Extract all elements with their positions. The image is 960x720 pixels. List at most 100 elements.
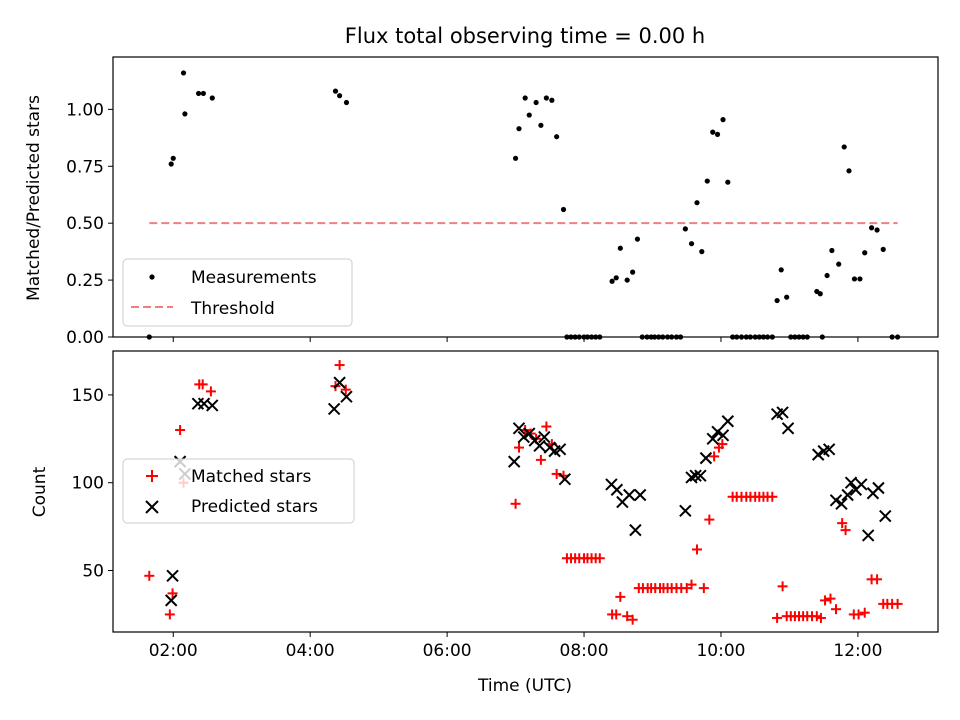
predicted-star-point [629,523,642,537]
matched-star-point [717,439,728,450]
matched-star-point [513,442,524,453]
predicted-star-point [340,390,353,403]
matched-star-point [853,609,864,620]
predicted-star-point [699,451,713,465]
matched-star-point [772,612,783,623]
measurement-point [846,168,852,174]
measurement-point [851,276,858,282]
matched-star-point [164,609,175,620]
matched-star-point [594,553,605,564]
top-legend: Measurements Threshold [122,258,353,327]
predicted-star-point [822,443,836,456]
measurement-point [829,247,835,254]
predicted-star-point [855,478,868,491]
bottom-x-tick-label: 06:00 [423,641,472,661]
predicted-star-point [507,455,521,468]
measurement-point [630,269,636,275]
measurement-point [725,179,731,185]
bottom-legend: Matched stars Predicted stars [122,458,355,524]
measurement-point [624,277,630,283]
legend-predicted-marker [145,500,159,514]
legend-matched-marker [146,470,158,482]
measurement-point [560,206,567,213]
predicted-star-point [711,425,724,438]
matched-star-point [510,498,521,509]
predicted-star-point [191,397,205,410]
measurement-point [182,111,188,117]
bottom-x-ticks: 02:00 04:00 06:00 08:00 10:00 12:00 [149,632,882,661]
predicted-star-point [706,432,719,446]
matched-star-point [859,607,870,618]
matched-star-point [622,611,633,622]
bottom-x-tick-label: 10:00 [696,641,745,661]
legend-threshold-label: Threshold [190,299,275,319]
measurement-point [617,245,623,251]
matched-star-point [815,612,826,623]
measurement-point [699,249,705,255]
predicted-star-point [694,469,707,482]
matched-star-point [820,595,831,606]
measurement-point [554,134,560,140]
predicted-star-point [829,494,843,507]
top-y-tick-label: 1.00 [66,100,104,120]
measurement-point [337,93,343,99]
measurement-point [634,236,641,242]
predicted-star-point [523,427,536,440]
top-panel: Flux total observing time = 0.00 h Match… [24,24,939,348]
predicted-star-point [164,594,178,607]
predicted-star-point [206,399,219,412]
matched-star-point [692,544,703,555]
matched-star-point [615,591,626,602]
measurement-point [200,90,206,97]
predicted-star-point [512,422,526,435]
top-y-tick-label: 0.50 [66,214,104,234]
matched-star-point [334,360,345,371]
measurement-point [694,200,700,206]
matched-star-point [837,518,848,529]
matched-star-point [611,609,622,620]
matched-star-point [777,581,788,592]
measurement-point [512,155,519,161]
matched-star-point [535,454,546,465]
legend-matched-label: Matched stars [191,467,311,487]
matched-star-point [892,598,903,609]
matched-star-point [197,379,208,390]
predicted-star-point [538,430,551,444]
matched-star-point [167,588,178,599]
bottom-x-tick-label: 02:00 [149,641,198,661]
predicted-star-point [333,376,346,389]
measurement-point [195,90,202,97]
measurement-point [774,297,780,304]
measurement-point [343,99,350,106]
legend-measurements-label: Measurements [191,268,317,288]
measurement-point [817,291,823,297]
predicted-star-point [633,488,647,502]
matched-star-point [340,384,351,395]
top-x-ticks [172,337,859,342]
matched-star-point [767,491,778,502]
predicted-star-point [610,483,624,496]
measurement-point [862,250,868,256]
measurement-point [332,88,339,94]
matched-star-point [840,525,851,536]
predicted-star-point [861,529,875,542]
predicted-star-point [166,569,179,583]
measurement-point [714,131,721,137]
top-y-tick-label: 0.00 [66,328,104,348]
predicted-star-point [558,472,572,486]
bottom-y-tick-label: 50 [82,562,104,582]
predicted-star-point [721,415,735,428]
measurement-point [874,227,880,233]
measurement-point [688,241,695,247]
top-y-ticks: 0.00 0.25 0.50 0.75 1.00 [66,100,113,348]
top-legend-box [122,258,353,327]
predicted-star-point [679,504,692,518]
measurement-point [880,246,886,252]
matched-star-point [627,614,638,625]
bottom-x-tick-label: 12:00 [833,641,882,661]
measurement-point [778,267,784,273]
predicted-star-point [781,422,795,435]
bottom-y-tick-label: 100 [72,474,104,494]
predicted-star-point [623,488,636,502]
